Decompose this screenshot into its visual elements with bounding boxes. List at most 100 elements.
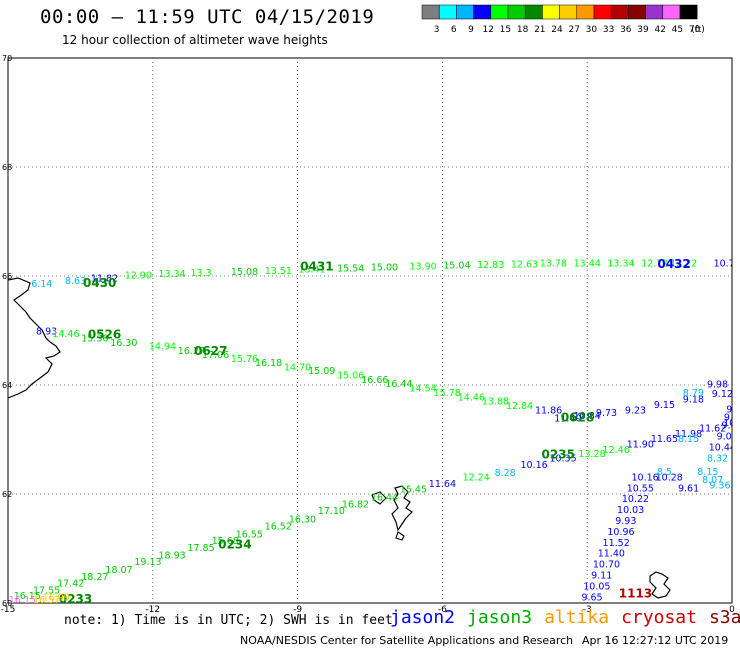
wave-height-label: 13.41	[298, 265, 325, 276]
wave-height-label: 10.05	[583, 581, 610, 592]
legend-label: 27	[568, 25, 579, 35]
wave-height-label: 11.40	[554, 414, 581, 425]
legend-label: 36	[620, 25, 632, 35]
wave-height-label: 15.76	[231, 354, 258, 365]
pass-time-label: 0432	[657, 257, 690, 271]
pass-time-label: 0235	[542, 448, 575, 462]
legend-label: 9	[468, 25, 474, 35]
wave-height-label: 15.78	[434, 388, 461, 399]
wave-height-label: 8.5	[657, 467, 672, 478]
wave-height-label: 9.93	[615, 516, 636, 527]
wave-height-label: 10.96	[607, 527, 634, 538]
pass-time-label: 0234	[218, 538, 251, 552]
wave-height-label: 10.70	[593, 560, 620, 571]
wave-height-label: 11.65	[651, 434, 678, 445]
lat-tick-label: 62	[2, 490, 12, 499]
pass-time-label: 0233	[59, 592, 92, 606]
wave-height-label: 13.34	[607, 259, 634, 270]
wave-height-label: 16.57	[33, 595, 60, 606]
color-legend: 3 6 9 12 15 18 21 24 27 30 33 36 39 42 45 70(ft)	[421, 4, 705, 35]
wave-height-label: 16.15	[14, 591, 41, 602]
wave-height-label: 13.88	[482, 397, 509, 408]
track-cryosat: 9.6510.059.1110.7011.4011.5210.969.9310.…	[581, 404, 740, 603]
map-subtitle: 12 hour collection of altimeter wave hei…	[62, 33, 328, 47]
wave-height-label: 16.44	[385, 379, 412, 390]
island-coast	[395, 531, 405, 541]
wave-height-label: 15.04	[443, 260, 470, 271]
wave-height-label: 11.62	[699, 423, 726, 434]
legend-label: 30	[586, 25, 598, 35]
wave-height-label: 16.18	[255, 358, 282, 369]
wave-height-label: 18.07	[105, 565, 132, 576]
wave-height-label: 12.22	[670, 259, 697, 270]
pass-time-label: 0627	[194, 344, 227, 358]
wave-height-label: 15.45	[400, 484, 427, 495]
wave-height-label: 10.16	[521, 460, 548, 471]
wave-height-label: 10.28	[656, 472, 683, 483]
lat-tick-label: 60	[2, 599, 12, 608]
wave-height-label: 14.46	[52, 329, 79, 340]
lon-tick-label: -6	[438, 605, 447, 615]
island-coast	[371, 491, 387, 505]
footnote: note: 1) Time is in UTC; 2) SWH is in fe…	[64, 613, 393, 628]
wave-height-label: 11.90	[627, 440, 654, 451]
wave-height-label: 9.23	[625, 405, 646, 416]
pass-time-label: 1113	[619, 587, 652, 601]
wave-height-label: 15.00	[371, 263, 398, 274]
wave-height-label: 10.44	[709, 442, 736, 453]
legend-label: 70	[689, 25, 701, 35]
legend-label: 3	[434, 25, 440, 35]
wave-height-label: 16.27	[178, 346, 205, 357]
wave-height-label: 18.27	[81, 572, 108, 583]
wave-height-label: 9.61	[678, 483, 699, 494]
wave-height-label: 17.10	[318, 506, 345, 517]
wave-height-label: 17.85	[187, 543, 214, 554]
wave-height-label: 12.83	[477, 260, 504, 271]
satellite-s3a: s3a	[708, 607, 740, 628]
generated-timestamp: Apr 16 12:27:12 UTC 2019	[582, 634, 729, 647]
wave-height-label: 9.97	[721, 421, 740, 432]
legend-label: 18	[517, 25, 529, 35]
wave-height-label: 10.55	[627, 483, 654, 494]
track-0430: 6.14 8.63 11.82 12.90 13.34 13.3 15.08 13.51 13.…	[31, 259, 740, 290]
wave-height-label: 12.84	[506, 401, 533, 412]
wave-height-label: 13.44	[574, 259, 601, 270]
wave-height-label: 15.68	[212, 536, 239, 547]
legend-label: 45	[672, 25, 683, 35]
wave-height-label: 10.16	[632, 472, 659, 483]
wave-height-label: 9.73	[596, 408, 617, 419]
wave-height-label: 11.52	[603, 538, 630, 549]
wave-height-label: 8.79	[683, 388, 704, 399]
wave-height-label: 8.15	[697, 467, 718, 478]
wave-height-label: 9.12	[712, 389, 733, 400]
wave-height-label: 8.63	[65, 276, 86, 287]
wave-height-label: 10.35	[549, 453, 576, 464]
wave-height-label: 14.94	[149, 342, 176, 353]
wave-height-label: 17.55	[33, 586, 60, 597]
wave-height-label: 17.42	[57, 579, 84, 590]
lon-tick-label: -3	[583, 605, 592, 615]
wave-height-label: 11.64	[429, 479, 456, 490]
wave-height-label: 9.11	[591, 570, 612, 581]
satellite-altika: altika	[544, 607, 610, 628]
wave-height-label: 10.75	[714, 259, 740, 270]
wave-height-label: 9.65	[581, 592, 602, 603]
legend-label: 15	[500, 25, 511, 35]
legend-label: 33	[603, 25, 614, 35]
legend-label: 24	[551, 25, 563, 35]
wave-height-label: 8.15	[678, 434, 699, 445]
wave-height-label: 12.72	[641, 259, 668, 270]
wave-height-label: 16.30	[110, 338, 137, 349]
pass-time-label: 0628	[561, 411, 594, 425]
wave-height-label: 13.51	[265, 266, 292, 277]
legend-label: 21	[534, 25, 545, 35]
wave-height-label: 16.99	[43, 592, 70, 603]
map-frame	[7, 57, 733, 604]
lat-tick-label: 66	[2, 272, 12, 281]
wave-height-label: 13.28	[578, 449, 605, 460]
coastline	[8, 277, 671, 599]
legend-label: 12	[482, 25, 493, 35]
wave-height-label: 13.78	[540, 259, 567, 270]
